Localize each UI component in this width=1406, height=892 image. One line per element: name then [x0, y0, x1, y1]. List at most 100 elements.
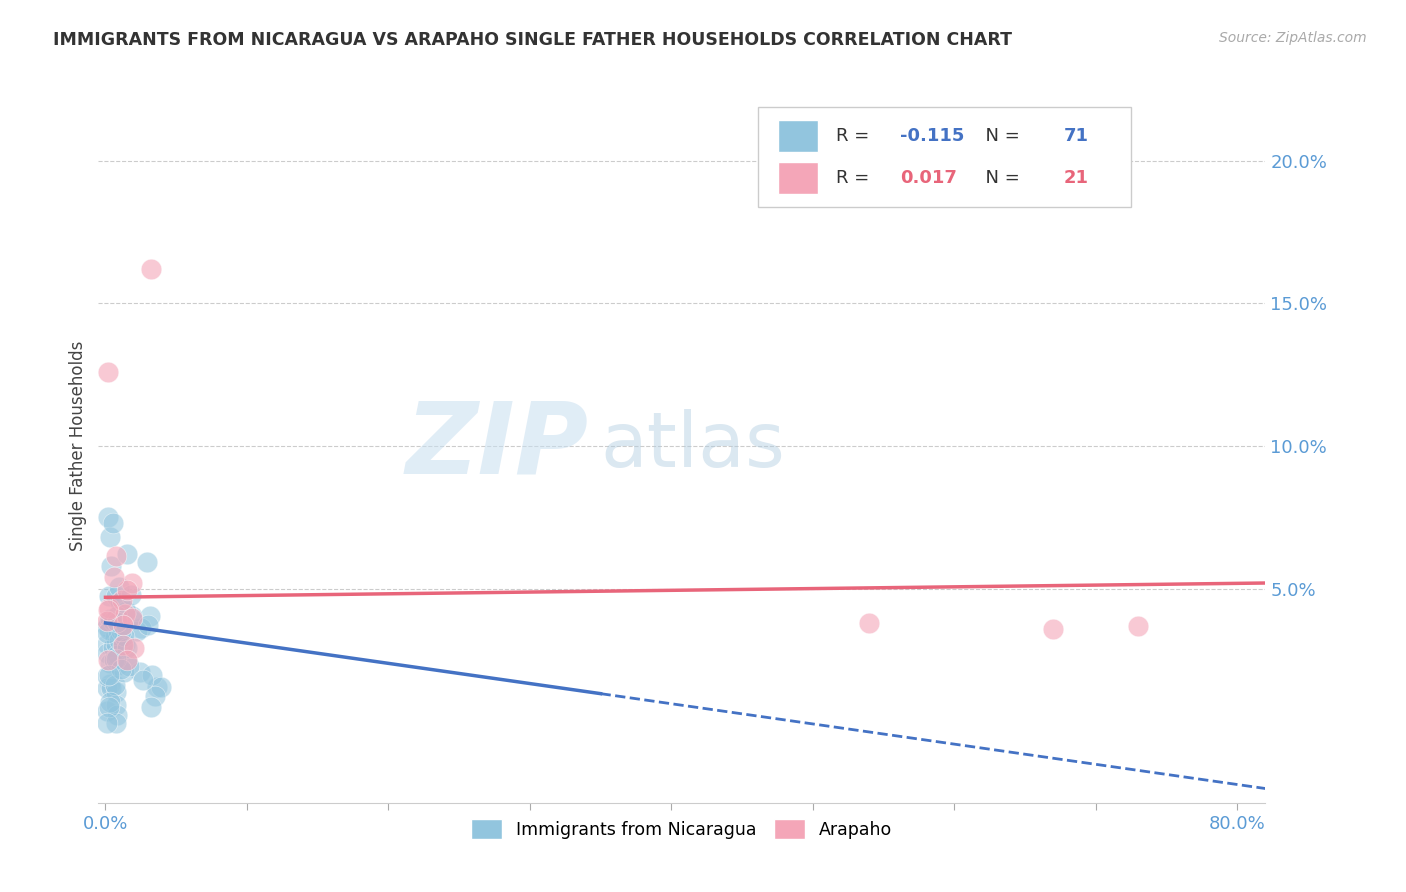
Point: [104, 685, 127, 699]
Point: [104, 637, 127, 651]
Point: [103, 633, 125, 648]
Point: [111, 593, 134, 607]
Point: [96, 647, 118, 661]
Point: [96, 615, 118, 629]
Text: N =: N =: [973, 127, 1025, 145]
Point: [136, 555, 159, 569]
Point: [858, 615, 880, 630]
Bar: [778, 162, 818, 194]
Point: [111, 638, 134, 652]
Point: [107, 657, 129, 672]
Point: [97, 653, 120, 667]
Point: [96, 681, 118, 695]
Point: [143, 689, 166, 703]
Point: [112, 629, 135, 643]
Point: [121, 611, 143, 625]
Point: [149, 680, 172, 694]
Point: [105, 648, 128, 663]
Point: [97, 601, 120, 615]
Point: [98, 677, 121, 691]
Point: [115, 653, 138, 667]
Legend: Immigrants from Nicaragua, Arapaho: Immigrants from Nicaragua, Arapaho: [463, 810, 901, 847]
Point: [105, 615, 128, 629]
Point: [105, 652, 128, 666]
Point: [115, 604, 138, 618]
Text: N =: N =: [973, 169, 1025, 187]
Point: [105, 698, 128, 713]
Point: [110, 624, 132, 639]
Point: [132, 673, 155, 688]
Point: [103, 653, 125, 667]
Point: [96, 715, 118, 730]
FancyBboxPatch shape: [758, 107, 1132, 207]
Text: 0.017: 0.017: [900, 169, 957, 187]
Point: [115, 547, 138, 561]
Point: [139, 609, 162, 624]
Text: 71: 71: [1063, 127, 1088, 145]
Point: [96, 637, 118, 651]
Point: [111, 638, 134, 652]
Point: [104, 715, 127, 730]
Text: atlas: atlas: [600, 409, 785, 483]
Point: [125, 624, 148, 639]
Text: ZIP: ZIP: [405, 398, 589, 494]
Point: [98, 612, 121, 626]
Text: R =: R =: [837, 127, 875, 145]
Point: [121, 613, 143, 627]
Point: [108, 580, 131, 594]
Point: [104, 589, 127, 603]
Point: [114, 607, 136, 621]
Point: [129, 665, 152, 679]
Text: Source: ZipAtlas.com: Source: ZipAtlas.com: [1219, 31, 1367, 45]
Point: [136, 617, 159, 632]
Point: [103, 570, 125, 584]
Point: [146, 681, 169, 695]
Point: [105, 549, 128, 563]
Point: [141, 699, 163, 714]
Point: [122, 641, 145, 656]
Point: [96, 620, 118, 634]
Point: [104, 630, 127, 644]
Point: [96, 704, 118, 718]
Point: [105, 707, 128, 722]
Point: [98, 656, 121, 670]
Point: [121, 576, 143, 591]
Point: [1126, 619, 1149, 633]
Point: [105, 608, 128, 623]
Point: [110, 662, 132, 676]
Point: [115, 640, 138, 655]
Point: [121, 609, 143, 624]
Point: [1042, 622, 1064, 636]
Point: [101, 640, 124, 654]
Point: [112, 618, 135, 632]
Point: [120, 589, 142, 603]
Point: [117, 655, 139, 669]
Text: 21: 21: [1063, 169, 1088, 187]
Text: R =: R =: [837, 169, 875, 187]
Point: [96, 626, 118, 640]
Point: [98, 615, 121, 629]
Point: [98, 530, 121, 544]
Point: [118, 659, 141, 673]
Bar: [778, 120, 818, 152]
Point: [141, 668, 163, 682]
Point: [104, 678, 127, 692]
Point: [96, 669, 118, 683]
Point: [97, 667, 120, 681]
Point: [97, 624, 120, 638]
Point: [108, 633, 131, 648]
Point: [110, 594, 132, 608]
Point: [139, 262, 162, 277]
Point: [101, 614, 124, 628]
Point: [97, 365, 120, 379]
Point: [110, 620, 132, 634]
Text: IMMIGRANTS FROM NICARAGUA VS ARAPAHO SINGLE FATHER HOUSEHOLDS CORRELATION CHART: IMMIGRANTS FROM NICARAGUA VS ARAPAHO SIN…: [53, 31, 1012, 49]
Point: [100, 558, 122, 573]
Point: [100, 681, 122, 695]
Point: [129, 621, 152, 635]
Text: -0.115: -0.115: [900, 127, 965, 145]
Point: [101, 516, 124, 531]
Point: [97, 590, 120, 604]
Point: [115, 583, 138, 598]
Point: [114, 637, 136, 651]
